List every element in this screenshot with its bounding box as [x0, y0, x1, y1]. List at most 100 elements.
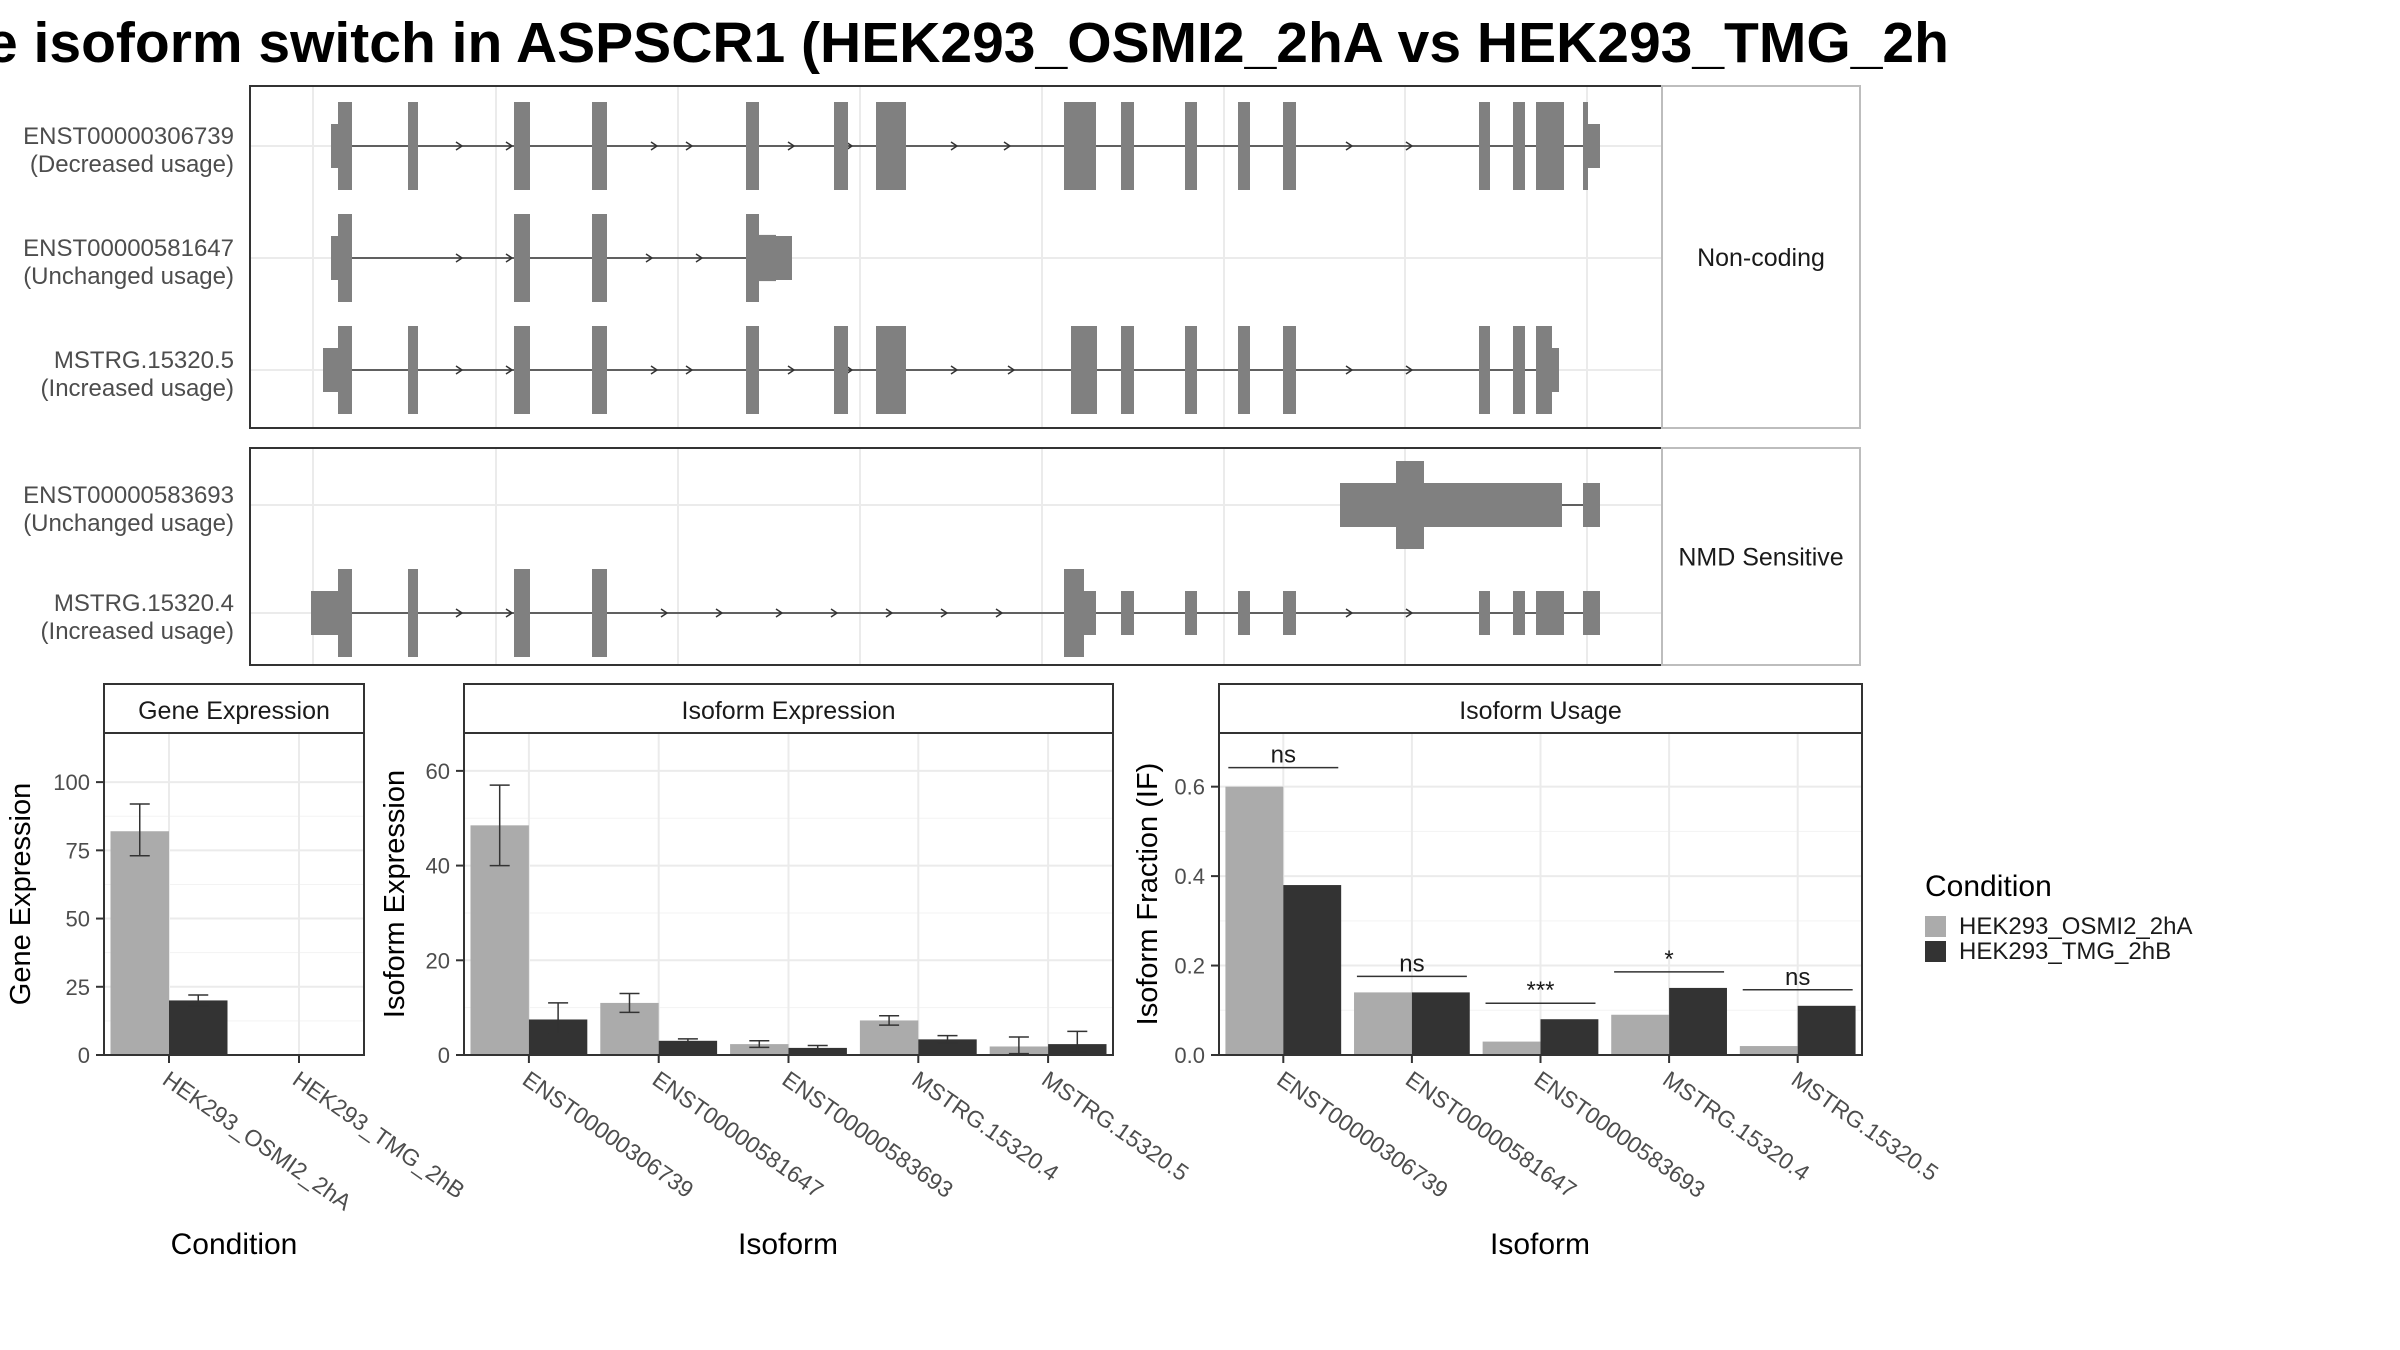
strand-arrow — [650, 365, 659, 375]
legend-swatch — [1925, 916, 1946, 937]
y-axis-label: Isoform Expression — [379, 770, 411, 1018]
exon — [514, 569, 530, 657]
strand-arrow — [1345, 141, 1354, 151]
chart-panel-1 — [96, 683, 365, 1063]
bar-a — [859, 1020, 919, 1055]
exon — [1396, 461, 1424, 549]
strand-arrow — [995, 608, 1004, 618]
bar-a — [1225, 786, 1284, 1055]
y-tick-label: 0.6 — [1174, 775, 1205, 800]
bar-a — [1354, 992, 1412, 1055]
exon — [1064, 569, 1084, 657]
y-tick-label: 25 — [66, 975, 90, 1000]
bar-b — [788, 1047, 847, 1055]
structure-panel-1 — [249, 85, 1861, 429]
exon — [1552, 348, 1559, 392]
x-axis-label: Condition — [171, 1228, 298, 1261]
transcript-usage-label: (Increased usage) — [41, 618, 234, 645]
y-tick-label: 0.0 — [1174, 1043, 1205, 1068]
strand-arrow — [1405, 141, 1414, 151]
exon — [408, 569, 418, 657]
exon — [1238, 591, 1250, 635]
bar-b — [1797, 1005, 1856, 1055]
y-tick-label: 0 — [438, 1043, 450, 1068]
significance-label: ns — [1785, 964, 1810, 991]
y-tick-label: 75 — [66, 838, 90, 863]
exon — [1340, 483, 1396, 527]
transcript-MSTRG.15320.5 — [323, 326, 1559, 414]
x-axis-label: Isoform — [738, 1228, 838, 1261]
exon — [1479, 326, 1490, 414]
exon — [776, 236, 792, 280]
strand-arrow — [695, 253, 704, 263]
transcript-id-label: MSTRG.15320.5 — [54, 347, 234, 374]
bar-b — [918, 1039, 977, 1055]
y-tick-label: 0.4 — [1174, 864, 1205, 889]
exon — [592, 326, 607, 414]
legend — [1925, 916, 1946, 962]
structure-panel-2 — [249, 447, 1861, 666]
exon — [592, 569, 607, 657]
strand-arrow — [1003, 141, 1012, 151]
chart-strip — [1218, 683, 1863, 734]
strand-arrow — [1345, 608, 1354, 618]
bar-a — [1482, 1041, 1541, 1055]
transcript-ENST00000581647 — [331, 214, 792, 302]
legend-title: Condition — [1925, 870, 2052, 903]
exon — [746, 102, 759, 190]
strand-arrow — [505, 253, 514, 263]
strand-arrow — [950, 365, 959, 375]
exon — [1583, 483, 1600, 527]
significance-label: ns — [1399, 950, 1424, 977]
panel-strip-label: Non-coding — [1697, 244, 1825, 272]
strand-arrow — [715, 608, 724, 618]
exon — [338, 214, 352, 302]
significance-label: ns — [1271, 742, 1296, 769]
bar-b — [1283, 885, 1342, 1055]
strand-arrow — [1007, 365, 1016, 375]
exon — [331, 124, 341, 168]
y-tick-label: 50 — [66, 907, 90, 932]
chart-title: Gene Expression — [138, 697, 330, 725]
strand-arrow — [685, 365, 694, 375]
bar-b — [169, 1000, 228, 1055]
exon — [1536, 326, 1552, 414]
bar-a — [110, 831, 169, 1055]
strand-arrow — [455, 608, 464, 618]
strand-arrow — [940, 608, 949, 618]
bar-b — [1540, 1019, 1599, 1055]
legend-item-label: HEK293_OSMI2_2hA — [1959, 913, 2192, 940]
plot-border — [103, 732, 365, 1056]
transcript-usage-label: (Increased usage) — [41, 375, 234, 402]
transcript-MSTRG.15320.4 — [311, 569, 1600, 657]
exon — [1071, 326, 1097, 414]
exon — [746, 214, 759, 302]
exon — [592, 102, 607, 190]
exon — [1121, 591, 1134, 635]
strand-arrow — [1345, 365, 1354, 375]
transcript-id-label: ENST00000306739 — [23, 123, 234, 150]
exon — [1064, 102, 1096, 190]
bar-b — [658, 1040, 718, 1055]
exon — [1536, 102, 1564, 190]
figure-title: e isoform switch in ASPSCR1 (HEK293_OSMI… — [0, 11, 1949, 75]
exon — [311, 591, 339, 635]
exon — [1185, 102, 1197, 190]
y-tick-label: 60 — [426, 759, 450, 784]
y-axis-label: Isoform Fraction (IF) — [1132, 763, 1164, 1026]
bar-a — [1611, 1014, 1670, 1055]
exon — [514, 102, 530, 190]
chart-panel-3 — [1211, 683, 1863, 1063]
chart-panel-2 — [456, 683, 1114, 1063]
legend-item-label: HEK293_TMG_2hB — [1959, 938, 2171, 965]
exon — [408, 102, 418, 190]
strand-arrow — [505, 608, 514, 618]
bar-b — [1411, 992, 1470, 1055]
strand-arrow — [787, 365, 796, 375]
exon — [1283, 102, 1296, 190]
exon — [1121, 326, 1134, 414]
strand-arrow — [505, 141, 514, 151]
exon — [1588, 124, 1600, 168]
exon — [746, 326, 759, 414]
